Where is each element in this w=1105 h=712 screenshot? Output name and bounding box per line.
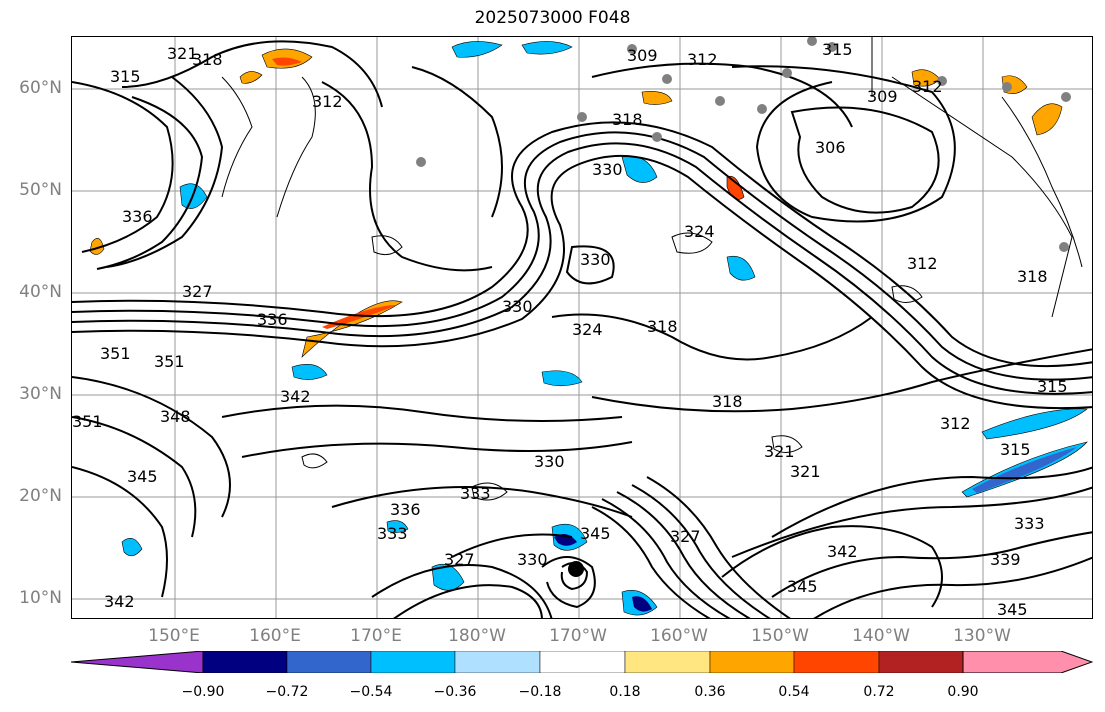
contour-label: 345 xyxy=(787,577,818,596)
lon-label-130w: 130°W xyxy=(953,626,1011,646)
contour-label: 315 xyxy=(1000,440,1031,459)
contour-label: 336 xyxy=(390,500,421,519)
lon-label-150e: 150°E xyxy=(148,626,200,646)
contour-label: 342 xyxy=(827,542,858,561)
contour-label: 324 xyxy=(572,320,603,339)
contour-label: 333 xyxy=(1014,514,1045,533)
colorbar-bin xyxy=(202,651,288,673)
contour-label: 312 xyxy=(907,254,938,273)
contour-label: 345 xyxy=(127,467,158,486)
contour-label: 345 xyxy=(580,524,611,543)
contour-label: 333 xyxy=(460,484,491,503)
contour-label: 321 xyxy=(790,462,821,481)
contour-label: 330 xyxy=(517,550,548,569)
lat-label-40n: 40°N xyxy=(19,282,62,302)
contour-label: 348 xyxy=(160,407,191,426)
colorbar-left-extension xyxy=(71,651,204,673)
contour-label: 327 xyxy=(670,527,701,546)
coastlines xyxy=(221,37,1083,318)
contour-label: 336 xyxy=(122,207,153,226)
contour-label: 318 xyxy=(612,110,643,129)
contour-label: 345 xyxy=(997,600,1028,619)
contour-label: 315 xyxy=(110,67,141,86)
lon-label-180w: 180°W xyxy=(448,626,506,646)
map-title: 2025073000 F048 xyxy=(474,8,631,28)
contour-label: 333 xyxy=(377,524,408,543)
contour-label: 342 xyxy=(104,592,135,611)
colorbar-tick: 0.72 xyxy=(863,684,895,700)
colorbar-bin xyxy=(624,651,711,673)
lat-label-50n: 50°N xyxy=(19,180,62,200)
contour-label: 351 xyxy=(72,412,103,431)
contour-label: 327 xyxy=(182,282,213,301)
lon-label-160e: 160°E xyxy=(249,626,301,646)
contour-label: 318 xyxy=(712,392,743,411)
contour-label: 330 xyxy=(502,297,533,316)
station-markers xyxy=(416,37,1071,252)
contour-label: 318 xyxy=(192,50,223,69)
contour-label: 336 xyxy=(257,310,288,329)
contour-label: 315 xyxy=(1037,377,1068,396)
contour-label: 312 xyxy=(912,77,943,96)
contour-label: 327 xyxy=(444,550,475,569)
lon-label-170w: 170°W xyxy=(549,626,607,646)
colorbar-tick: −0.36 xyxy=(433,684,477,700)
contour-label: 342 xyxy=(280,387,311,406)
map-panel: 321 318 315 312 309 312 315 318 309 312 … xyxy=(71,36,1093,619)
colorbar-bin xyxy=(454,651,541,673)
colorbar-bin xyxy=(370,651,456,673)
contour-label: 306 xyxy=(815,138,846,157)
contour-label: 330 xyxy=(592,160,623,179)
colorbar-tick: −0.54 xyxy=(349,684,393,700)
contour-label: 315 xyxy=(822,40,853,59)
colorbar-tick: 0.90 xyxy=(947,684,979,700)
shaded-anomalies xyxy=(89,41,1088,616)
contour-label: 321 xyxy=(167,44,198,63)
contour-label: 330 xyxy=(534,452,565,471)
contour-label-group: 321 318 315 312 309 312 315 318 309 312 … xyxy=(72,40,1068,619)
lat-label-10n: 10°N xyxy=(19,588,62,608)
contour-label: 312 xyxy=(687,50,718,69)
lon-label-140w: 140°W xyxy=(852,626,910,646)
contour-label: 330 xyxy=(580,250,611,269)
minor-contours xyxy=(301,232,923,501)
contour-label: 309 xyxy=(627,46,658,65)
colorbar xyxy=(71,651,1093,673)
colorbar-tick: 0.54 xyxy=(778,684,810,700)
colorbar-bin xyxy=(539,651,626,673)
lat-label-20n: 20°N xyxy=(19,486,62,506)
contour-label: 351 xyxy=(100,344,131,363)
contour-label: 309 xyxy=(867,87,898,106)
contour-label: 339 xyxy=(990,550,1021,569)
colorbar-tick: −0.72 xyxy=(265,684,309,700)
storm-center-marker xyxy=(568,561,584,577)
map-canvas: 321 318 315 312 309 312 315 318 309 312 … xyxy=(72,37,1092,619)
colorbar-bin xyxy=(878,651,964,673)
lon-label-150w: 150°W xyxy=(751,626,809,646)
colorbar-tick: −0.90 xyxy=(181,684,225,700)
colorbar-bin xyxy=(793,651,880,673)
colorbar-bin xyxy=(286,651,372,673)
contour-label: 318 xyxy=(647,317,678,336)
colorbar-tick: −0.18 xyxy=(518,684,562,700)
contour-label: 318 xyxy=(1017,267,1048,286)
lon-label-170e: 170°E xyxy=(350,626,402,646)
contour-label: 321 xyxy=(764,442,795,461)
colorbar-right-extension xyxy=(962,651,1093,673)
colorbar-tick: 0.18 xyxy=(609,684,641,700)
colorbar-tick: 0.36 xyxy=(694,684,726,700)
contour-label: 324 xyxy=(684,222,715,241)
lat-label-60n: 60°N xyxy=(19,78,62,98)
lon-label-160w: 160°W xyxy=(650,626,708,646)
contour-label: 312 xyxy=(312,92,343,111)
colorbar-bin xyxy=(709,651,795,673)
contour-label: 351 xyxy=(154,352,185,371)
lat-label-30n: 30°N xyxy=(19,384,62,404)
contour-label: 312 xyxy=(940,414,971,433)
